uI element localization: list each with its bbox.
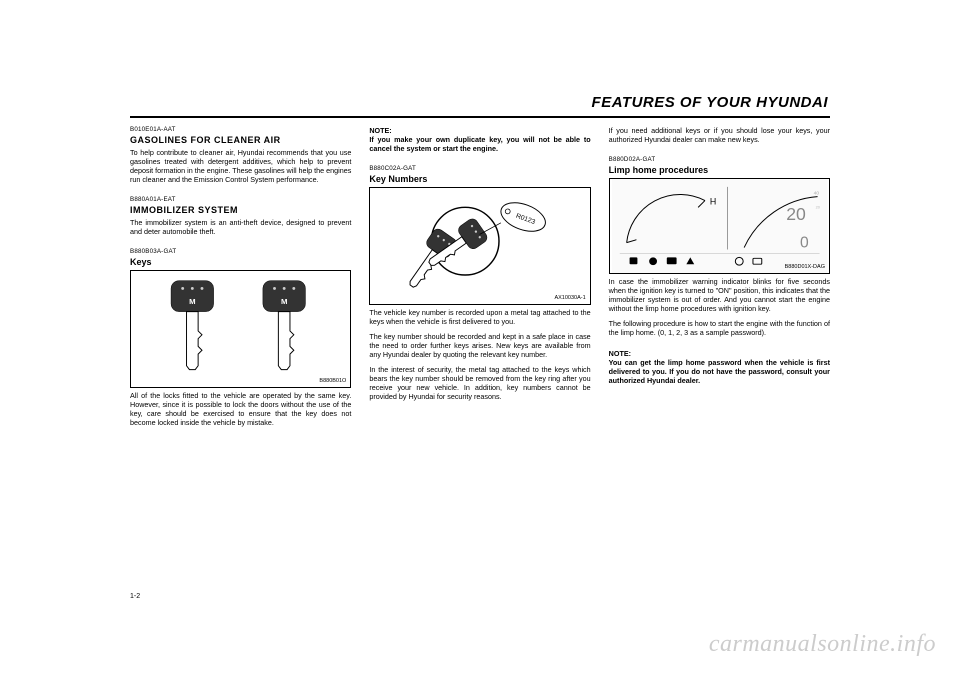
watermark-text: carmanualsonline.info (709, 631, 936, 658)
figure-label: B880D01X-DAG (785, 264, 825, 271)
body-text: In case the immobilizer warning indicato… (609, 277, 830, 313)
section-heading: GASOLINES FOR CLEANER AIR (130, 135, 351, 146)
note-label: NOTE: (369, 126, 590, 135)
figure-keys: M M B880B01O (130, 270, 351, 388)
body-text: In the interest of security, the metal t… (369, 365, 590, 401)
svg-text:M: M (281, 297, 287, 306)
page-number: 1-2 (130, 593, 140, 600)
svg-text:20: 20 (786, 204, 806, 224)
page-header-title: FEATURES OF YOUR HYUNDAI (592, 94, 828, 111)
section-heading: Key Numbers (369, 174, 590, 185)
note-body: You can get the limp home password when … (609, 358, 830, 385)
note-body: If you make your own duplicate key, you … (369, 135, 590, 153)
section-heading: IMMOBILIZER SYSTEM (130, 205, 351, 216)
body-text: The immobilizer system is an anti-theft … (130, 218, 351, 236)
figure-label: AX10030A-1 (554, 295, 585, 302)
note-label: NOTE: (609, 349, 830, 358)
column-2: NOTE: If you make your own duplicate key… (369, 126, 590, 588)
svg-text:M: M (189, 297, 195, 306)
section-code: B010E01A-AAT (130, 126, 351, 134)
body-text: To help contribute to cleaner air, Hyund… (130, 148, 351, 184)
header-rule (130, 116, 830, 118)
body-text: The key number should be recorded and ke… (369, 332, 590, 359)
keys-illustration: M M (131, 271, 350, 387)
dashboard-illustration: H 20 0 40 20 (610, 179, 829, 273)
section-code: B880C02A-GAT (369, 165, 590, 173)
body-text: The following procedure is how to start … (609, 319, 830, 337)
content-columns: B010E01A-AAT GASOLINES FOR CLEANER AIR T… (130, 126, 830, 588)
section-code: B880B03A-GAT (130, 248, 351, 256)
figure-label: B880B01O (319, 378, 346, 385)
column-3: If you need additional keys or if you sh… (609, 126, 830, 588)
svg-text:40: 40 (813, 191, 819, 197)
section-code: B880D02A-GAT (609, 156, 830, 164)
section-code: B880A01A-EAT (130, 196, 351, 204)
body-text: The vehicle key number is recorded upon … (369, 308, 590, 326)
manual-page: FEATURES OF YOUR HYUNDAI B010E01A-AAT GA… (0, 0, 960, 678)
column-1: B010E01A-AAT GASOLINES FOR CLEANER AIR T… (130, 126, 351, 588)
svg-text:0: 0 (800, 235, 809, 252)
svg-text:H: H (710, 196, 716, 206)
key-numbers-illustration: R0123 (370, 188, 589, 304)
figure-dashboard: H 20 0 40 20 (609, 178, 830, 274)
body-text: If you need additional keys or if you sh… (609, 126, 830, 144)
body-text: All of the locks fitted to the vehicle a… (130, 391, 351, 427)
section-heading: Limp home procedures (609, 165, 830, 176)
section-heading: Keys (130, 257, 351, 268)
figure-key-numbers: R0123 AX10030A-1 (369, 187, 590, 305)
